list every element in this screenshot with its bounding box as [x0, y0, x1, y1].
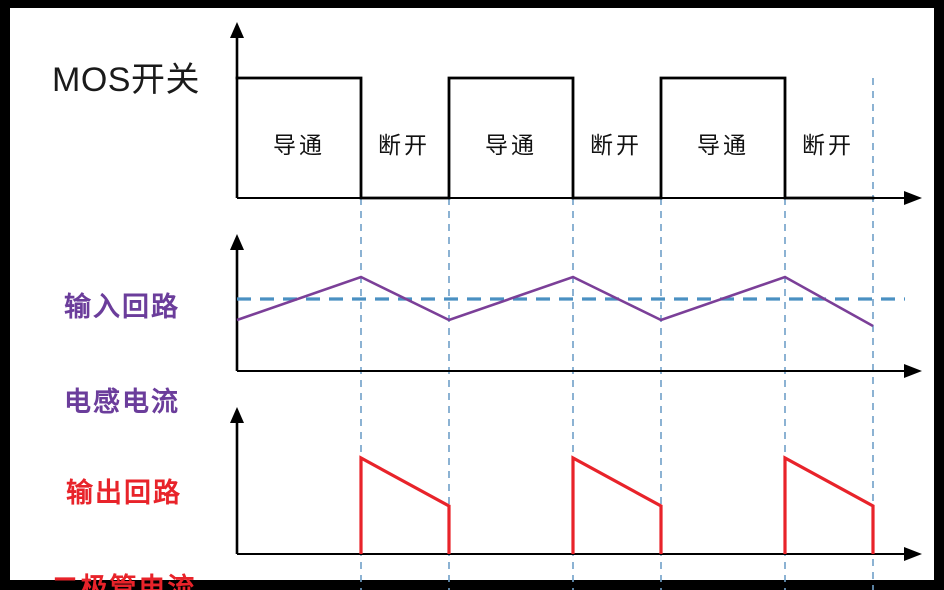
- inductor-x-axis-arrow-icon: [904, 364, 922, 378]
- label-mos-switch: MOS开关: [52, 61, 200, 99]
- label-input-inductor-current: 输入回路 电感电流: [22, 228, 222, 483]
- diode-y-axis-arrow-icon: [230, 407, 244, 423]
- figure-canvas: [10, 8, 934, 580]
- mos-x-axis-arrow-icon: [904, 191, 922, 205]
- label-inductor-line1: 输入回路: [64, 291, 180, 322]
- state-label-1: 断开: [378, 133, 430, 158]
- inductor-y-axis-arrow-icon: [230, 234, 244, 250]
- diode-x-axis-arrow-icon: [904, 547, 922, 561]
- inductor-ripple-trace: [236, 275, 874, 328]
- state-label-4: 导通: [697, 133, 749, 158]
- label-diode-line2: 二极管电流: [51, 573, 197, 590]
- panel-inductor-current: [230, 234, 922, 378]
- diode-pulse-1: [359, 455, 451, 554]
- label-diode-line1: 输出回路: [66, 477, 182, 508]
- label-output-diode-current: 输出回路 二极管电流: [18, 414, 230, 590]
- diode-pulse-2: [571, 455, 663, 554]
- state-label-2: 导通: [485, 133, 537, 158]
- panel-diode-current: [230, 407, 922, 561]
- mos-y-axis-arrow-icon: [230, 22, 244, 38]
- mos-square-wave-trace: [235, 76, 875, 200]
- label-inductor-line2: 电感电流: [64, 387, 180, 418]
- panel-mos-switch: [230, 22, 922, 205]
- state-label-0: 导通: [273, 133, 325, 158]
- diode-pulse-3: [783, 455, 875, 554]
- state-label-3: 断开: [590, 133, 642, 158]
- state-label-5: 断开: [802, 133, 854, 158]
